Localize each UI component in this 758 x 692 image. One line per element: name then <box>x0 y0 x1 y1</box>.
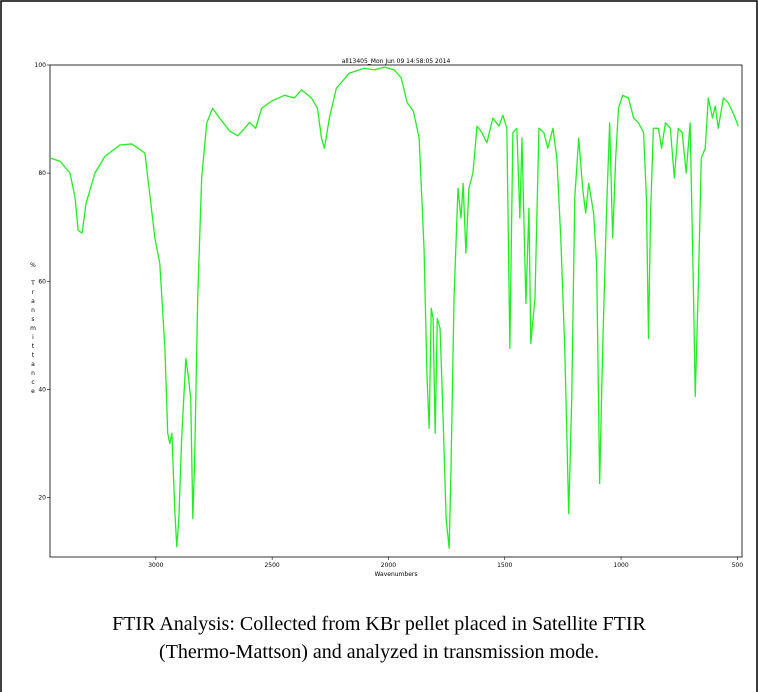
x-tick-label: 3000 <box>148 562 163 569</box>
x-tick-label: 2500 <box>264 562 279 569</box>
y-tick-label: 40 <box>38 386 46 393</box>
y-tick-label: 20 <box>38 495 46 502</box>
y-tick-label: 60 <box>38 278 46 285</box>
spectrum-line <box>49 66 739 549</box>
x-tick-label: 2000 <box>381 562 396 569</box>
x-tick-label: 500 <box>732 562 744 569</box>
y-axis-label: % Transmittance <box>29 262 36 397</box>
y-tick-label: 100 <box>35 62 47 69</box>
chart: all13405_Mon Jun 09 14:58:05 2014 Wavenu… <box>29 58 743 578</box>
x-axis-label: Wavenumbers <box>374 571 417 578</box>
x-tick-label: 1500 <box>497 562 512 569</box>
x-tick-label: 1000 <box>613 562 628 569</box>
y-tick-label: 80 <box>38 170 46 177</box>
caption-line: FTIR Analysis: Collected from KBr pellet… <box>112 613 646 635</box>
caption-line: (Thermo-Mattson) and analyzed in transmi… <box>159 641 599 663</box>
chart-title: all13405_Mon Jun 09 14:58:05 2014 <box>342 58 451 65</box>
plot-frame <box>49 64 743 558</box>
